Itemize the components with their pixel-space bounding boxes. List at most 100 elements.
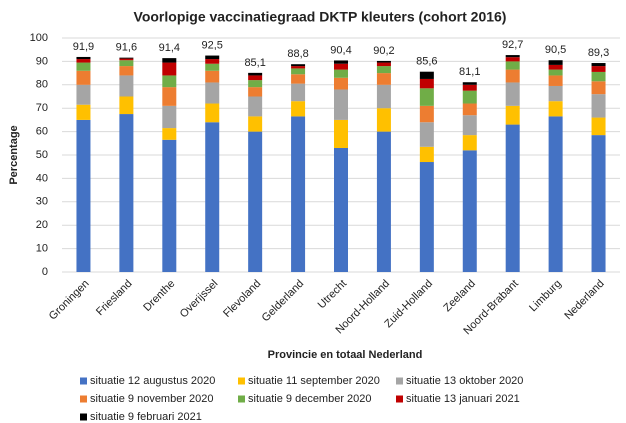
x-tick-label: Zeeland	[441, 278, 478, 315]
total-label: 81,1	[459, 66, 480, 78]
x-tick-label: Gelderland	[260, 278, 307, 325]
bar-segment	[291, 68, 306, 75]
total-label: 90,5	[545, 44, 566, 56]
x-tick-label: Nederland	[562, 278, 606, 322]
bar-segment	[505, 69, 520, 83]
bar-segment	[376, 62, 391, 67]
bar-segment	[548, 85, 563, 102]
legend-label: situatie 13 januari 2021	[406, 393, 520, 405]
bar-segment	[462, 84, 477, 91]
bar-segment	[591, 66, 606, 72]
bar-segment	[548, 60, 563, 65]
total-label: 92,7	[502, 39, 523, 51]
total-label: 88,8	[287, 48, 308, 60]
bar-segment	[591, 81, 606, 95]
y-tick-label: 90	[36, 55, 48, 67]
bar-segment	[119, 66, 134, 76]
bar-segment	[419, 162, 434, 272]
total-label: 85,6	[416, 56, 437, 68]
bar-segment	[505, 124, 520, 272]
bar-segment	[248, 116, 263, 132]
bar-segment	[505, 105, 520, 125]
bar-segment	[119, 75, 134, 97]
total-label: 91,9	[73, 41, 94, 53]
bar-segment	[419, 78, 434, 89]
bar-segment	[76, 59, 91, 63]
bar-segment	[591, 94, 606, 118]
bar-segment	[248, 80, 263, 88]
y-tick-label: 30	[36, 196, 48, 208]
total-label: 90,4	[330, 44, 351, 56]
bar-segment	[548, 101, 563, 117]
bar-segment	[162, 139, 177, 272]
legend-swatch	[80, 413, 87, 421]
bar-segment	[248, 75, 263, 81]
y-tick-label: 20	[36, 219, 48, 231]
bar-segment	[591, 135, 606, 272]
bar-segment	[334, 69, 348, 78]
legend-swatch	[80, 395, 87, 403]
bar-segment	[291, 64, 306, 67]
bar-segment	[505, 82, 520, 106]
bar-segment	[334, 119, 348, 148]
bar-segment	[505, 57, 520, 62]
bar-segment	[119, 96, 134, 115]
bar-segment	[162, 128, 177, 140]
bar-segment	[334, 77, 348, 90]
legend-label: situatie 9 februari 2021	[90, 411, 202, 423]
bar-segment	[205, 103, 220, 123]
bar-segment	[419, 105, 434, 123]
bar-segment	[591, 71, 606, 82]
bar-segment	[76, 56, 91, 60]
bar-segment	[248, 87, 263, 97]
bar-segment	[162, 75, 177, 88]
bar-segment	[162, 62, 177, 76]
legend-swatch	[80, 377, 87, 385]
x-tick-label: Overijssel	[178, 278, 221, 321]
bar-segment	[205, 63, 220, 71]
bar-segment	[376, 108, 391, 132]
bar-segment	[462, 82, 477, 85]
bar-segment	[334, 89, 348, 120]
bar-segment	[76, 84, 91, 105]
bar-segment	[505, 61, 520, 70]
bar-segment	[334, 147, 348, 272]
bar-segment	[291, 83, 306, 102]
bar-segment	[334, 63, 348, 70]
bar-segment	[76, 70, 91, 85]
bar-segment	[334, 60, 348, 64]
legend-label: situatie 9 december 2020	[248, 393, 372, 405]
bar-segment	[119, 58, 134, 61]
bar-segment	[591, 63, 606, 67]
bar-segment	[462, 150, 477, 272]
bar-segment	[419, 122, 434, 147]
legend-label: situatie 11 september 2020	[248, 375, 380, 387]
bar-segment	[248, 131, 263, 272]
x-tick-label: Limburg	[527, 278, 564, 315]
bar-segment	[76, 104, 91, 120]
y-axis-title: Percentage	[8, 125, 20, 184]
bar-segment	[291, 101, 306, 117]
x-tick-label: Flevoland	[221, 278, 263, 320]
bar-segment	[376, 131, 391, 272]
x-tick-label: Friesland	[94, 278, 134, 318]
x-tick-label: Groningen	[47, 278, 92, 323]
total-label: 85,1	[244, 57, 265, 69]
legend-label: situatie 13 oktober 2020	[406, 375, 523, 387]
y-tick-label: 0	[42, 266, 48, 278]
x-axis-title: Provincie en totaal Nederland	[268, 349, 423, 361]
bar-segment	[591, 117, 606, 136]
bar-segment	[548, 75, 563, 86]
total-label: 91,6	[116, 42, 137, 54]
total-label: 90,2	[373, 45, 394, 57]
bar-segment	[205, 122, 220, 273]
bar-segment	[462, 103, 477, 116]
bar-segment	[76, 62, 91, 71]
legend-swatch	[238, 395, 245, 403]
y-tick-label: 70	[36, 102, 48, 114]
bar-segment	[162, 105, 177, 129]
y-tick-label: 100	[30, 32, 48, 44]
bar-segment	[419, 71, 434, 79]
bar-segment	[376, 73, 391, 85]
